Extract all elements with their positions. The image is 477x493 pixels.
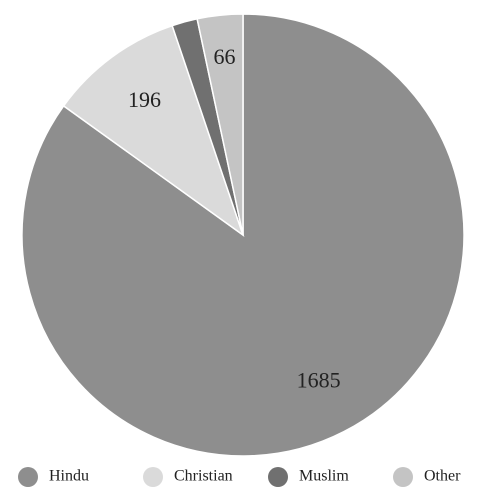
legend-label: Other	[424, 468, 461, 485]
pie-slice	[196, 13, 244, 236]
legend-swatch	[393, 467, 413, 487]
value-label: 1685	[297, 368, 341, 393]
legend-swatch	[268, 467, 288, 487]
legend-label: Hindu	[49, 468, 89, 485]
pie-slice	[62, 24, 245, 237]
value-label: 66	[214, 44, 236, 69]
pie-slice	[21, 13, 465, 457]
legend-label: Muslim	[299, 468, 349, 485]
legend-swatch	[143, 467, 163, 487]
value-label: 196	[128, 87, 161, 112]
legend-swatch	[18, 467, 38, 487]
legend-label: Christian	[174, 468, 233, 485]
